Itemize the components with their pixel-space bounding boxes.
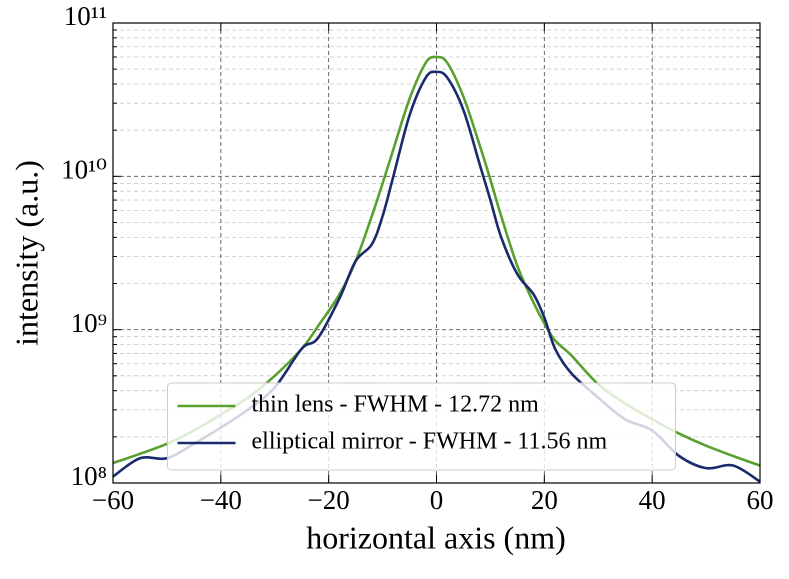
legend-box — [167, 382, 676, 471]
y-tick-label: 10⁹ — [71, 308, 107, 338]
x-tick-label: −20 — [308, 485, 350, 515]
legend-label: elliptical mirror - FWHM - 11.56 nm — [252, 429, 608, 455]
y-tick-label: 10¹⁰ — [61, 155, 107, 185]
x-tick-label: 0 — [430, 485, 444, 515]
legend-label: thin lens - FWHM - 12.72 nm — [252, 392, 540, 418]
y-tick-label: 10¹¹ — [64, 1, 107, 31]
plot-frame — [112, 22, 761, 484]
y-axis-label: intensity (a.u.) — [8, 160, 44, 346]
y-tick-label: 10⁸ — [71, 461, 107, 491]
x-tick-label: −40 — [200, 485, 242, 515]
x-tick-label: 40 — [639, 485, 666, 515]
x-tick-label: −60 — [92, 485, 134, 515]
x-axis-label: horizontal axis (nm) — [306, 519, 565, 555]
x-tick-label: 60 — [747, 485, 774, 515]
x-tick-label: 20 — [531, 485, 558, 515]
